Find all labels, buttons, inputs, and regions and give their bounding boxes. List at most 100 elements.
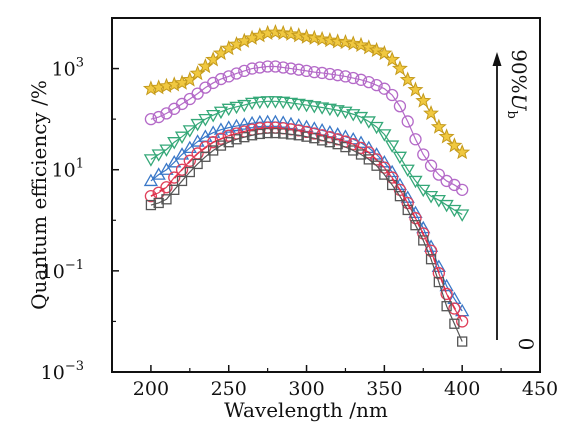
- bias-label-zero: 0: [514, 338, 538, 351]
- data-point: [244, 115, 260, 129]
- data-point: [239, 132, 250, 143]
- data-point: [246, 130, 258, 141]
- series-2: [144, 60, 469, 196]
- data-point: [430, 118, 447, 134]
- data-point: [143, 173, 159, 187]
- data-point: [314, 102, 330, 115]
- data-point: [314, 30, 331, 47]
- data-point: [455, 209, 470, 222]
- data-point: [282, 25, 299, 41]
- data-point: [284, 62, 298, 75]
- data-point: [253, 61, 267, 74]
- x-tick-label: 200: [133, 378, 169, 400]
- data-point: [454, 144, 471, 160]
- data-point: [161, 194, 172, 205]
- data-point: [200, 151, 211, 162]
- data-point: [277, 61, 290, 74]
- data-point: [290, 27, 307, 43]
- bias-label-max: 90%Ub: [504, 49, 531, 119]
- series-3: [143, 96, 470, 222]
- data-point: [182, 125, 197, 138]
- data-point: [300, 64, 313, 78]
- data-point: [409, 133, 422, 146]
- series-6: [145, 127, 468, 347]
- data-point: [276, 96, 291, 110]
- data-point: [231, 134, 242, 145]
- data-point: [198, 113, 213, 127]
- data-point: [354, 73, 368, 86]
- data-point: [215, 140, 227, 151]
- data-point: [376, 44, 393, 61]
- data-point: [416, 184, 431, 198]
- y-tick-label: 10−3: [41, 359, 84, 384]
- x-tick-label: 450: [522, 378, 558, 400]
- data-point: [417, 227, 430, 240]
- data-point: [447, 204, 462, 218]
- data-point: [300, 125, 313, 139]
- plot-frame: [111, 17, 541, 373]
- data-point: [214, 72, 228, 86]
- data-point: [291, 98, 306, 112]
- data-point: [441, 301, 452, 312]
- data-point: [276, 115, 291, 128]
- data-point: [402, 204, 413, 216]
- data-point: [425, 254, 437, 265]
- data-point: [331, 69, 344, 82]
- data-point: [191, 87, 204, 100]
- data-point: [222, 70, 235, 83]
- data-point: [309, 133, 320, 144]
- data-point: [340, 141, 351, 153]
- data-point: [401, 115, 414, 128]
- data-point: [222, 129, 235, 142]
- data-point: [268, 96, 283, 109]
- data-point: [229, 101, 244, 115]
- data-point: [407, 81, 424, 97]
- x-tick-label: 250: [211, 378, 247, 400]
- data-point: [245, 62, 259, 75]
- data-point: [144, 112, 158, 126]
- data-point: [252, 96, 267, 110]
- data-point: [400, 164, 415, 178]
- data-point: [229, 118, 244, 132]
- data-point: [322, 103, 338, 117]
- y-tick-label: 103: [52, 56, 84, 81]
- data-point: [308, 65, 321, 79]
- data-point: [323, 67, 337, 81]
- data-point: [160, 181, 173, 194]
- data-point: [145, 199, 157, 211]
- data-point: [393, 100, 407, 113]
- data-point: [392, 151, 408, 165]
- data-point: [409, 212, 422, 225]
- data-point: [378, 82, 391, 95]
- x-tick-label: 300: [288, 378, 324, 400]
- series-line: [150, 100, 463, 216]
- data-point: [159, 144, 174, 157]
- data-point: [261, 60, 274, 73]
- data-point: [213, 106, 229, 120]
- data-point: [457, 336, 468, 347]
- data-point: [207, 76, 220, 90]
- series-4: [143, 114, 470, 317]
- data-point: [391, 60, 408, 76]
- data-point: [330, 105, 345, 118]
- data-point: [144, 190, 158, 203]
- data-point: [230, 67, 243, 80]
- data-point: [268, 114, 283, 128]
- data-point: [167, 155, 182, 168]
- data-point: [254, 128, 266, 140]
- data-point: [385, 88, 399, 102]
- data-point: [206, 125, 221, 138]
- data-point: [423, 104, 440, 121]
- series-1: [142, 23, 471, 160]
- data-point: [184, 166, 195, 178]
- data-point: [152, 110, 165, 124]
- data-point: [169, 184, 180, 195]
- data-point: [417, 148, 430, 161]
- data-point: [370, 79, 383, 92]
- data-point: [174, 131, 190, 144]
- data-point: [370, 153, 383, 166]
- data-point: [153, 197, 164, 209]
- data-point: [369, 121, 384, 135]
- data-point: [237, 99, 252, 113]
